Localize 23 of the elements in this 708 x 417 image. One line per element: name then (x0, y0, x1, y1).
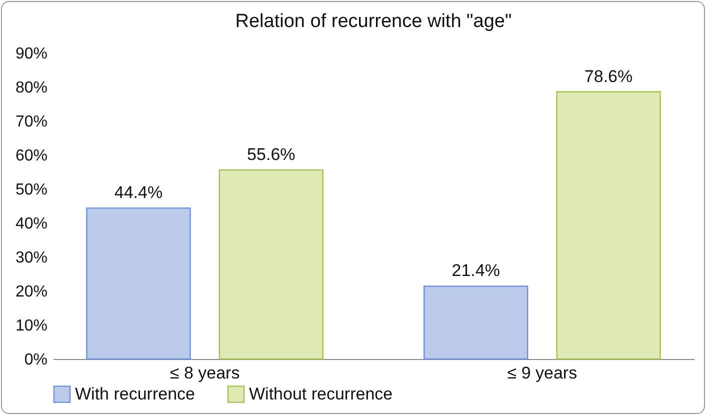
data-label: 55.6% (247, 144, 296, 164)
y-tick-label: 30% (15, 250, 48, 266)
legend-label: Without recurrence (249, 384, 393, 404)
data-label: 78.6% (584, 66, 633, 86)
data-label: 44.4% (114, 183, 163, 202)
bar (424, 286, 528, 360)
x-tick-label: ≤ 8 years (170, 364, 240, 382)
y-tick-label: 70% (15, 114, 48, 130)
bar (86, 207, 191, 360)
legend-label: With recurrence (75, 384, 195, 404)
bar (218, 169, 324, 360)
y-tick-label: 0% (24, 352, 48, 368)
y-tick-label: 60% (15, 148, 48, 164)
y-tick-label: 50% (15, 182, 48, 198)
y-tick-label: 80% (15, 80, 48, 96)
bar (556, 91, 661, 360)
x-tick-label: ≤ 9 years (507, 364, 578, 382)
chart-title: Relation of recurrence with "age" (235, 11, 512, 32)
y-tick-label: 10% (15, 318, 48, 334)
y-tick-label: 90% (15, 46, 48, 62)
data-label: 21.4% (452, 261, 500, 280)
y-tick-label: 20% (15, 284, 48, 300)
y-tick-label: 40% (15, 216, 48, 232)
